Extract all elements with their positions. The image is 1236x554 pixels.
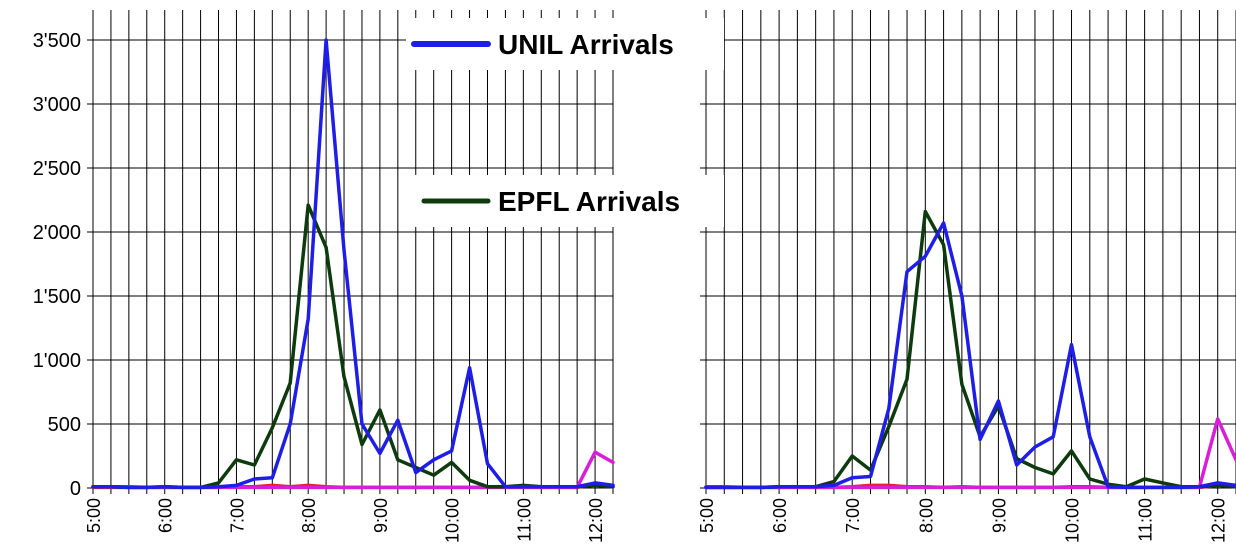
x-tick-label: 6:00 — [156, 498, 176, 533]
x-tick-label: 12:00 — [1209, 498, 1229, 543]
x-tick-label: 11:00 — [1136, 498, 1156, 542]
y-tick-label: 1'000 — [33, 350, 81, 372]
right-chart-panel: 5:00 6:00 7:00 8:00 9:00 10:00 11:00 12:00 — [697, 10, 1236, 543]
x-tick-label: 5:00 — [84, 498, 104, 533]
series-line-epfl-arrivals — [704, 209, 1236, 490]
series-line-unil-arrivals — [704, 221, 1236, 490]
series-line-unil-arrivals — [91, 38, 615, 490]
legend-item-epfl: EPFL Arrivals — [406, 175, 724, 227]
x-tick-label: 12:00 — [586, 498, 606, 543]
x-tick-label: 7:00 — [227, 498, 247, 533]
series-line-series-3 — [91, 450, 615, 490]
y-tick-label: 1'500 — [33, 286, 81, 308]
series-line-series-3 — [704, 417, 1236, 490]
x-tick-label: 9:00 — [371, 498, 391, 533]
x-tick-label: 10:00 — [443, 498, 463, 543]
x-tick-label: 6:00 — [770, 498, 790, 533]
y-tick-label: 0 — [70, 478, 81, 500]
y-tick-label: 2'000 — [33, 222, 81, 244]
x-tick-label: 9:00 — [989, 498, 1009, 533]
left-chart-panel: 0 500 1'000 1'500 2'000 2'500 3'000 3'500 5:00 6:… — [33, 10, 615, 543]
legend-item-unil: UNIL Arrivals — [406, 18, 724, 70]
x-tick-label: 11:00 — [514, 498, 534, 542]
y-tick-label: 3'500 — [33, 30, 81, 52]
y-tick-label: 3'000 — [33, 94, 81, 116]
x-tick-label: 10:00 — [1063, 498, 1083, 543]
y-tick-label: 2'500 — [33, 158, 81, 180]
legend-label-epfl: EPFL Arrivals — [498, 186, 680, 217]
x-tick-label: 5:00 — [697, 498, 717, 533]
legend-label-unil: UNIL Arrivals — [498, 29, 674, 60]
x-tick-label: 7:00 — [843, 498, 863, 533]
x-tick-label: 8:00 — [916, 498, 936, 533]
legend: UNIL Arrivals EPFL Arrivals — [406, 18, 724, 227]
y-tick-label: 500 — [48, 414, 81, 436]
x-tick-label: 8:00 — [299, 498, 319, 533]
